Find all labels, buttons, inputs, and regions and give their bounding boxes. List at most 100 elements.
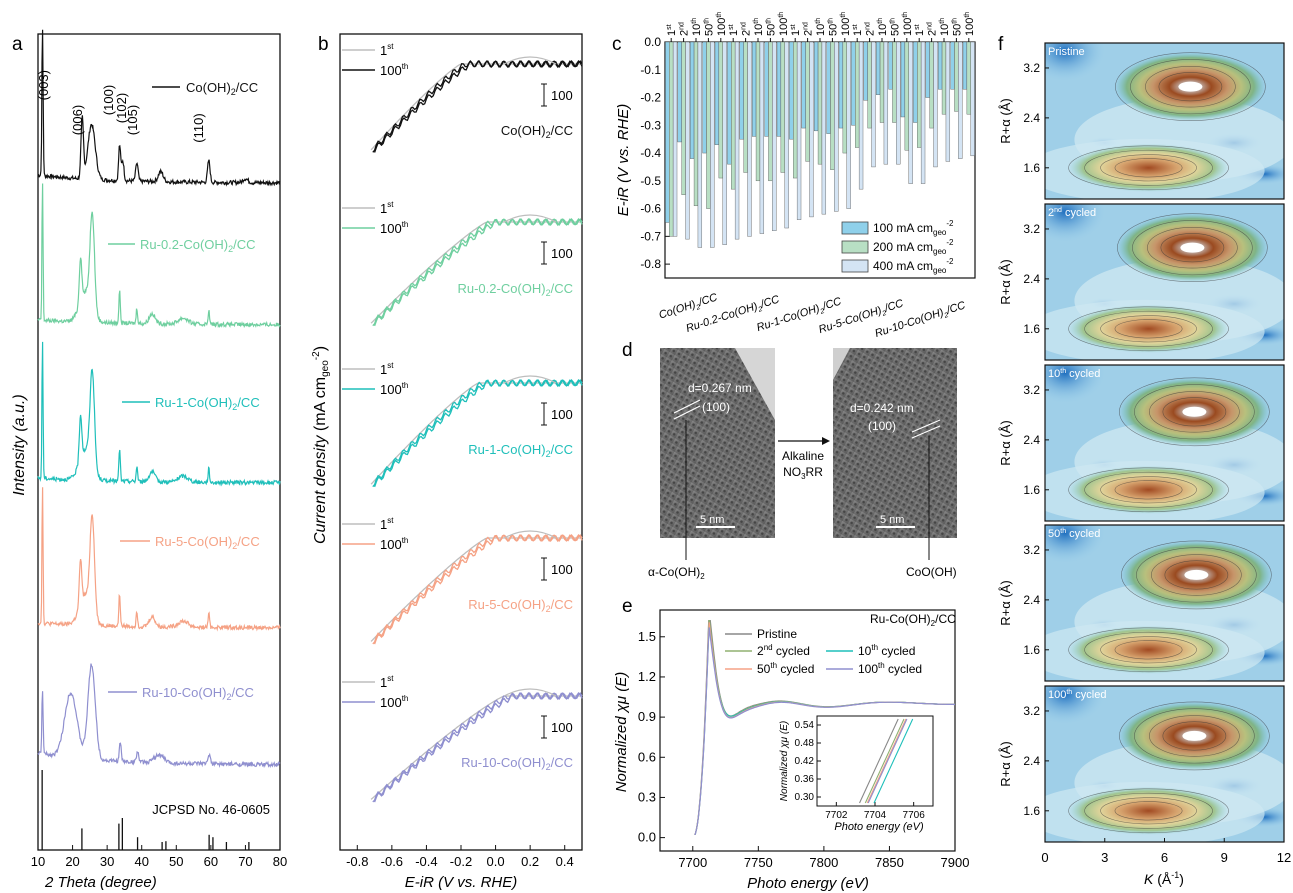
cycle-label: 2nd <box>803 22 815 36</box>
y-tick-label: -0.1 <box>640 63 661 77</box>
reference-label: JCPSD No. 46-0605 <box>152 802 270 817</box>
label-Ru-5: Ru-5-Co(OH)2/CC <box>155 534 260 551</box>
bar <box>727 41 732 165</box>
label-Ru-1: Ru-1-Co(OH)2/CC <box>155 395 260 412</box>
scale-bar-right: 5 nm <box>880 514 904 526</box>
y-tick-label: -0.5 <box>640 174 661 188</box>
cycle-label: 2nd <box>741 22 753 36</box>
reference-sticks <box>41 770 250 850</box>
arrow-label-bottom: NO3RR <box>783 465 823 481</box>
y-tick-label: 2.4 <box>1023 754 1040 768</box>
wt-contour <box>1114 640 1183 660</box>
wt-contour <box>1136 547 1257 603</box>
cycle-label-100th: 100th <box>380 62 408 78</box>
wt-contour <box>1114 801 1183 821</box>
bar <box>809 41 814 218</box>
wt-frame <box>1044 42 1285 200</box>
wt-contour <box>1134 708 1255 764</box>
bar <box>672 41 678 237</box>
bar <box>970 41 975 157</box>
bar <box>933 41 938 168</box>
panel-a-frame <box>37 33 281 851</box>
lsv-curve <box>370 221 582 324</box>
bar <box>826 41 831 134</box>
panel-a-curves <box>37 29 281 769</box>
scale-bar-label: 100 <box>551 88 573 103</box>
wt-map-content <box>1045 204 1284 360</box>
bar <box>702 41 707 154</box>
bar <box>714 41 720 145</box>
panel-b: b -0.8 -0.6 -0.4 -0.2 0.0 0.2 0.4 1st 100th 100 C… <box>311 33 583 891</box>
panel-d-letter: d <box>622 340 633 361</box>
wt-contour <box>1151 554 1242 596</box>
cycle-label-100th: 100th <box>380 220 408 236</box>
wt-contour <box>1100 636 1197 664</box>
sample-label: Co(OH)2/CC <box>501 123 573 140</box>
bar <box>697 41 703 248</box>
panel-c-y-label: E-iR (V vs. RHE) <box>615 104 632 217</box>
y-tick-label: 1.6 <box>1023 804 1040 818</box>
bar <box>817 41 823 165</box>
right-phase: CoO(OH) <box>906 565 957 579</box>
bar <box>913 41 918 123</box>
inset-x-label: Photo energy (eV) <box>834 821 924 833</box>
lsv-bump <box>503 530 557 539</box>
legend-swatch-200 <box>841 240 869 254</box>
xrd-curve <box>37 29 281 187</box>
scale-bar-label: 100 <box>551 246 573 261</box>
panel-e-sample: Ru-Co(OH)2/CC <box>870 612 956 628</box>
cycle-label: 10th <box>877 18 889 36</box>
wt-contour <box>1100 315 1197 343</box>
x-tick-label: 0.4 <box>556 854 574 869</box>
panel-c: c 0.0 -0.1 -0.2 -0.3 -0.4 -0.5 -0.6 -0.7 -0.8 1s… <box>612 12 976 342</box>
bar <box>801 41 806 129</box>
bar <box>759 41 765 234</box>
cycle-label-100th: 100th <box>380 694 408 710</box>
panel-e-inset: 7702 7704 7706 0.54 0.48 0.42 0.36 0.30 Photo en… <box>779 715 934 833</box>
bar <box>731 41 736 190</box>
xrd-curve <box>37 663 281 769</box>
cycle-label: 2nd <box>679 22 691 36</box>
cycle-label: 10th <box>815 18 827 36</box>
lsv-curve <box>373 533 583 645</box>
wt-map-content <box>1045 365 1284 521</box>
tem-image-right <box>833 348 957 538</box>
lsv-curve <box>372 59 583 153</box>
left-d-spacing: d=0.267 nm <box>688 381 752 395</box>
xrd-curve <box>37 341 281 487</box>
cycle-label-1st: 1st <box>380 674 394 690</box>
x-tick-label: 12 <box>1277 850 1291 865</box>
xrd-curve <box>37 183 281 329</box>
cycle-label: 1st <box>666 24 678 36</box>
scale-bar-label: 100 <box>551 720 573 735</box>
left-hkl: (100) <box>702 400 730 414</box>
wt-map-content <box>1045 525 1284 681</box>
x-tick-label: 60 <box>204 854 218 869</box>
y-tick-label: 0.9 <box>638 709 656 724</box>
wt-peak-center <box>1178 81 1203 92</box>
wt-contour <box>1084 310 1213 347</box>
lsv-curve <box>370 537 582 642</box>
y-tick-label: -0.4 <box>640 146 661 160</box>
bar <box>962 41 968 90</box>
wt-map: Pristine 3.2 2.4 1.6 R+α (Å) <box>998 42 1285 200</box>
bar <box>685 41 690 240</box>
cycle-label-1st: 1st <box>380 516 394 532</box>
panel-e-frame <box>659 609 956 852</box>
y-tick-label: 1.2 <box>638 669 656 684</box>
cycle-label: 100th <box>778 12 790 36</box>
bar <box>764 41 769 137</box>
xrd-curve <box>37 487 281 632</box>
cycle-label: 100th <box>840 12 852 36</box>
bar <box>768 41 773 182</box>
bar <box>929 41 934 129</box>
scale-bar <box>541 241 547 265</box>
wt-contour <box>1100 154 1197 182</box>
panel-e: e 7700 7750 7800 7850 7900 0.0 0.3 0.6 0.9 1.2 1.5… <box>613 596 969 892</box>
wt-peak-second <box>1068 625 1229 674</box>
wt-contour <box>1149 715 1240 757</box>
cycle-label: 1st <box>852 24 864 36</box>
bar <box>780 41 785 173</box>
